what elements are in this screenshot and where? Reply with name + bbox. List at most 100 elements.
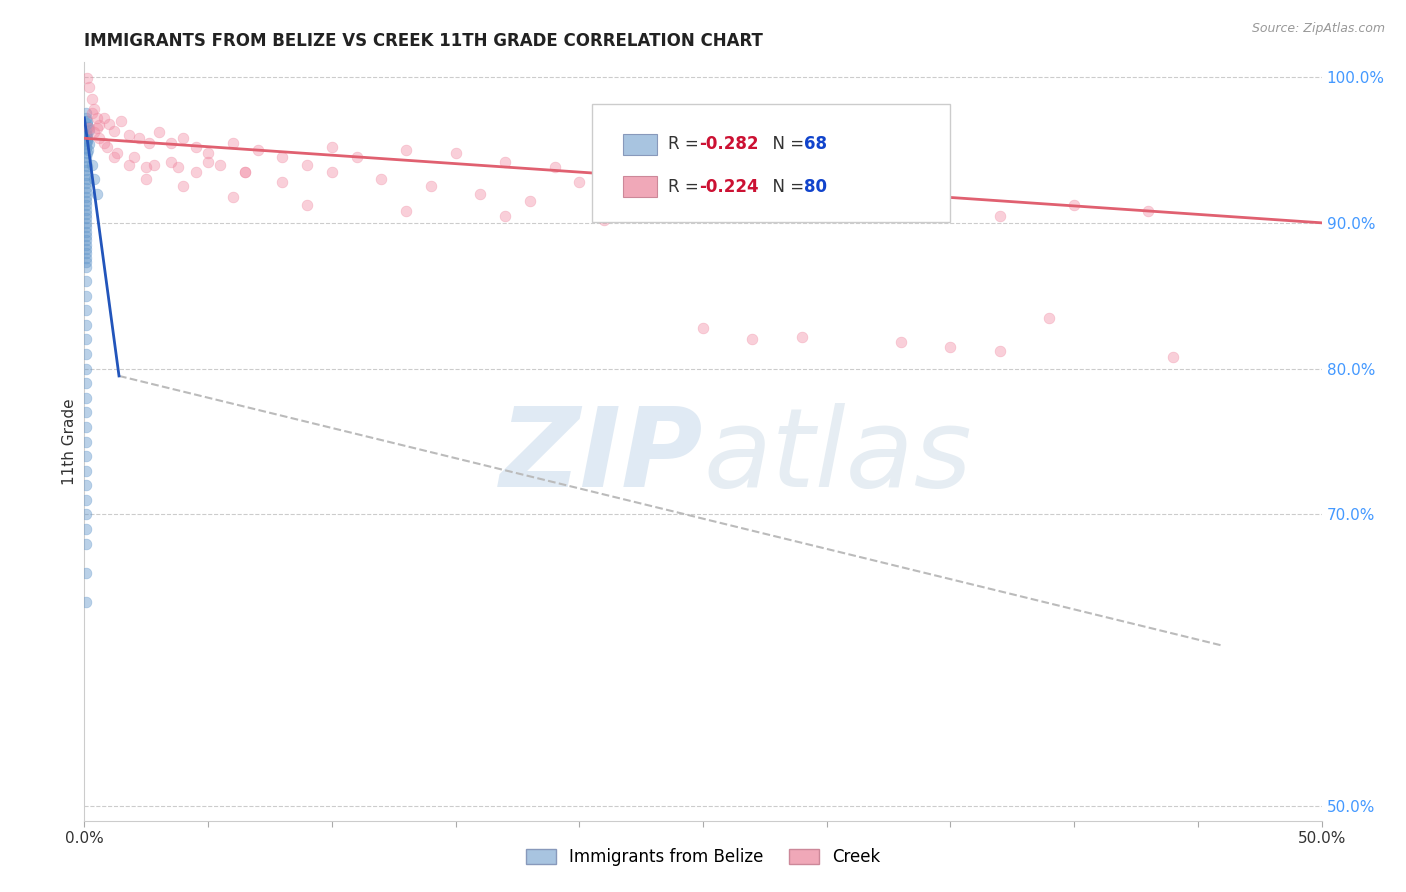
Point xyxy=(75,198,97,212)
Point xyxy=(75,202,97,217)
Text: ZIP: ZIP xyxy=(499,403,703,510)
Text: N =: N = xyxy=(762,178,810,195)
Point xyxy=(75,449,97,463)
Point xyxy=(271,150,294,164)
Text: R =: R = xyxy=(668,178,704,195)
Point xyxy=(89,118,111,132)
Point xyxy=(75,128,97,143)
Point xyxy=(75,318,97,332)
Point xyxy=(643,169,665,183)
Point xyxy=(93,111,115,125)
Point xyxy=(766,194,789,208)
Point xyxy=(75,333,97,347)
Point xyxy=(77,120,100,134)
Text: -0.224: -0.224 xyxy=(699,178,759,195)
Point xyxy=(75,124,97,138)
Point xyxy=(75,508,97,522)
Point xyxy=(135,161,157,175)
Text: atlas: atlas xyxy=(703,403,972,510)
Text: IMMIGRANTS FROM BELIZE VS CREEK 11TH GRADE CORRELATION CHART: IMMIGRANTS FROM BELIZE VS CREEK 11TH GRA… xyxy=(84,32,763,50)
Point xyxy=(118,128,141,143)
Point xyxy=(98,117,121,131)
Point xyxy=(75,216,97,230)
Point xyxy=(890,335,912,350)
Point xyxy=(395,143,418,157)
Point xyxy=(939,340,962,354)
Point xyxy=(321,140,343,154)
Point xyxy=(76,172,98,186)
Point xyxy=(593,165,616,179)
Point xyxy=(295,198,318,212)
Text: 80: 80 xyxy=(804,178,828,195)
Point xyxy=(75,255,97,269)
Point xyxy=(184,140,207,154)
Point xyxy=(75,225,97,239)
Point xyxy=(76,131,98,145)
Point xyxy=(1063,198,1085,212)
Point xyxy=(80,157,103,171)
Point xyxy=(138,136,160,150)
Point xyxy=(76,113,98,128)
Y-axis label: 11th Grade: 11th Grade xyxy=(62,398,77,485)
FancyBboxPatch shape xyxy=(592,104,950,221)
Point xyxy=(75,168,97,182)
Point xyxy=(86,186,108,201)
Point xyxy=(75,464,97,478)
Point xyxy=(370,172,392,186)
Point xyxy=(543,161,565,175)
Point xyxy=(118,157,141,171)
Point xyxy=(142,157,165,171)
Point xyxy=(135,172,157,186)
FancyBboxPatch shape xyxy=(623,177,657,197)
Point xyxy=(75,361,97,376)
Point xyxy=(346,150,368,164)
Point xyxy=(444,145,467,160)
Point xyxy=(103,124,125,138)
Point xyxy=(321,165,343,179)
Point xyxy=(75,229,97,244)
Point xyxy=(79,122,101,136)
Point xyxy=(75,420,97,434)
FancyBboxPatch shape xyxy=(623,134,657,155)
Point xyxy=(75,106,97,120)
Text: Source: ZipAtlas.com: Source: ZipAtlas.com xyxy=(1251,22,1385,36)
Point xyxy=(75,536,97,550)
Point xyxy=(75,137,97,152)
Point xyxy=(395,204,418,219)
Point xyxy=(75,111,97,125)
Point xyxy=(160,154,183,169)
Point xyxy=(77,143,100,157)
Point xyxy=(75,260,97,274)
Point xyxy=(93,136,115,150)
Point xyxy=(494,209,516,223)
Point xyxy=(568,175,591,189)
Point xyxy=(172,131,194,145)
Point xyxy=(105,145,128,160)
Point xyxy=(692,189,714,203)
Point xyxy=(246,143,269,157)
Point xyxy=(75,233,97,247)
Point xyxy=(1137,204,1160,219)
Point xyxy=(75,211,97,226)
Point xyxy=(75,434,97,449)
Point xyxy=(75,207,97,221)
Point xyxy=(271,175,294,189)
Point xyxy=(988,344,1011,359)
Point xyxy=(96,140,118,154)
Point xyxy=(470,186,492,201)
Point xyxy=(75,246,97,260)
Point xyxy=(75,150,97,164)
Point xyxy=(75,128,97,143)
Point xyxy=(75,391,97,405)
Point xyxy=(519,194,541,208)
Point xyxy=(79,121,101,136)
Point xyxy=(86,111,108,125)
Point xyxy=(593,213,616,227)
Point xyxy=(110,113,132,128)
Point xyxy=(79,137,101,152)
Point xyxy=(75,595,97,609)
Point xyxy=(83,125,105,139)
Point xyxy=(76,159,98,173)
Point xyxy=(790,329,813,343)
Point xyxy=(86,121,108,136)
